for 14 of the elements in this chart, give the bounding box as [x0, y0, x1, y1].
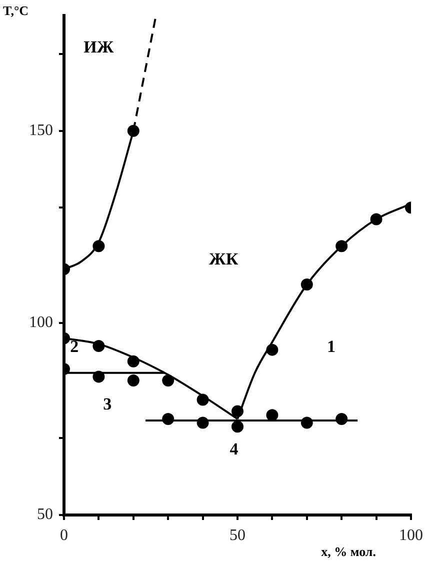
y-tick-label: 150	[29, 122, 53, 140]
annotation: 3	[103, 394, 112, 414]
annotation: 1	[326, 337, 336, 356]
x-tick-label: 50	[230, 526, 246, 544]
x-tick-label: 100	[399, 526, 423, 544]
y-tick-label: 50	[37, 506, 53, 524]
x-axis-title: x, % мол.	[321, 544, 376, 559]
x-tick-label: 0	[60, 526, 68, 544]
annotation: ЖК	[209, 250, 239, 269]
y-tick-label: 100	[29, 314, 53, 332]
annotation: ИЖ	[84, 37, 114, 56]
annotation: 4	[230, 439, 239, 458]
annotation: 2	[70, 337, 79, 356]
y-axis-title: T,°C	[3, 2, 29, 18]
